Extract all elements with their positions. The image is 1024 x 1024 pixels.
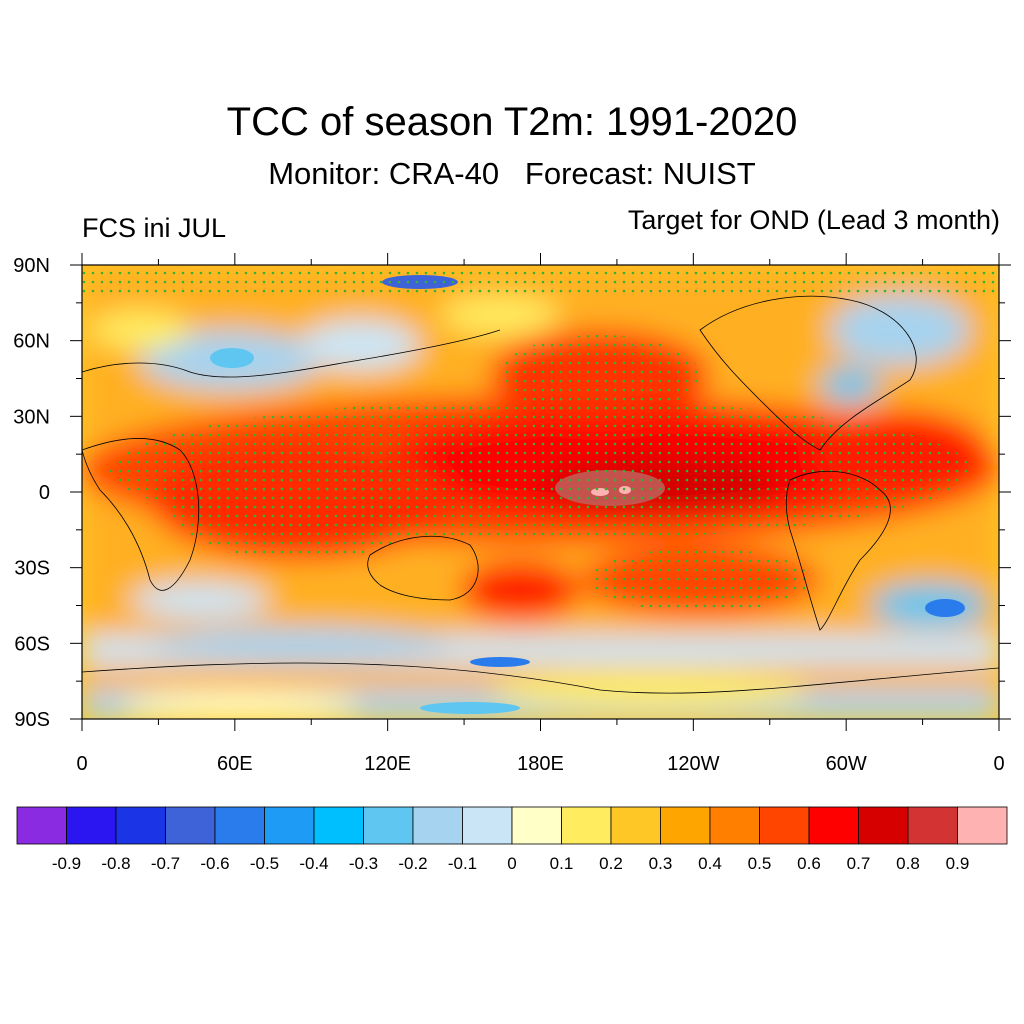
lon-tick-label: 180E	[517, 753, 564, 775]
colorbar-swatch	[561, 806, 612, 845]
colorbar-label: 0.5	[748, 854, 772, 873]
colorbar-swatch	[709, 806, 760, 845]
longitude-labels: 0 60E 120E 180E 120W 60W 0	[76, 753, 1004, 775]
lat-tick-label: 30S	[14, 558, 50, 580]
lon-tick-label: 60E	[217, 753, 253, 775]
colorbar-label: -0.9	[52, 854, 81, 873]
colorbar-label: 0.6	[797, 854, 821, 873]
lat-tick-label: 30N	[13, 406, 50, 428]
colorbar-label: -0.2	[398, 854, 427, 873]
colorbar-label: 0.7	[847, 854, 871, 873]
colorbar-swatch	[165, 806, 216, 845]
lat-tick-label: 0	[39, 482, 50, 504]
colorbar-label: 0.4	[698, 854, 722, 873]
lon-tick-label: 60W	[826, 753, 867, 775]
colorbar-label: -0.1	[448, 854, 477, 873]
colorbar-swatch	[907, 806, 958, 845]
target-label: Target for OND (Lead 3 month)	[627, 205, 1000, 235]
colorbar-swatch	[412, 806, 463, 845]
colorbar-swatch	[363, 806, 414, 845]
colorbar-label: 0	[507, 854, 516, 873]
coastlines	[82, 295, 999, 694]
lon-tick-label: 0	[76, 753, 87, 775]
colorbar-label: 0.2	[599, 854, 623, 873]
colorbar-swatch	[957, 806, 1008, 845]
colorbar-label: 0.1	[550, 854, 574, 873]
axis-ticks	[70, 253, 1011, 731]
lon-tick-label: 0	[993, 753, 1004, 775]
lat-tick-label: 60N	[13, 331, 50, 353]
colorbar-label: -0.3	[349, 854, 378, 873]
colorbar: -0.9 -0.8 -0.7 -0.6 -0.5 -0.4 -0.3 -0.2 -0.1 0 0.1…	[16, 806, 1008, 873]
colorbar-label: 0.9	[946, 854, 970, 873]
lat-tick-label: 90S	[14, 709, 50, 731]
colorbar-swatch	[214, 806, 265, 845]
colorbar-label: -0.4	[299, 854, 328, 873]
colorbar-swatch	[660, 806, 711, 845]
colorbar-swatch	[66, 806, 117, 845]
colorbar-swatch	[610, 806, 661, 845]
colorbar-label: -0.8	[101, 854, 130, 873]
lat-tick-label: 60S	[14, 633, 50, 655]
colorbar-swatch	[115, 806, 166, 845]
lon-tick-label: 120E	[364, 753, 411, 775]
colorbar-swatch	[16, 806, 67, 845]
colorbar-swatch	[313, 806, 364, 845]
colorbar-label: -0.7	[151, 854, 180, 873]
lon-tick-label: 120W	[667, 753, 719, 775]
colorbar-label: 0.3	[649, 854, 673, 873]
colorbar-swatch	[264, 806, 315, 845]
latitude-labels: 90N 60N 30N 0 30S 60S 90S	[13, 255, 50, 731]
colorbar-label: 0.8	[896, 854, 920, 873]
lat-tick-label: 90N	[13, 255, 50, 277]
colorbar-swatch	[462, 806, 513, 845]
tcc-field	[82, 265, 999, 719]
map-subtitle: Monitor: CRA-40 Forecast: NUIST	[268, 156, 756, 191]
initialization-label: FCS ini JUL	[82, 213, 227, 243]
colorbar-swatch	[511, 806, 562, 845]
colorbar-swatch	[808, 806, 859, 845]
colorbar-label: -0.6	[200, 854, 229, 873]
colorbar-label: -0.5	[250, 854, 279, 873]
colorbar-swatch	[759, 806, 810, 845]
map-title: TCC of season T2m: 1991-2020	[226, 100, 798, 144]
colorbar-swatch	[858, 806, 909, 845]
